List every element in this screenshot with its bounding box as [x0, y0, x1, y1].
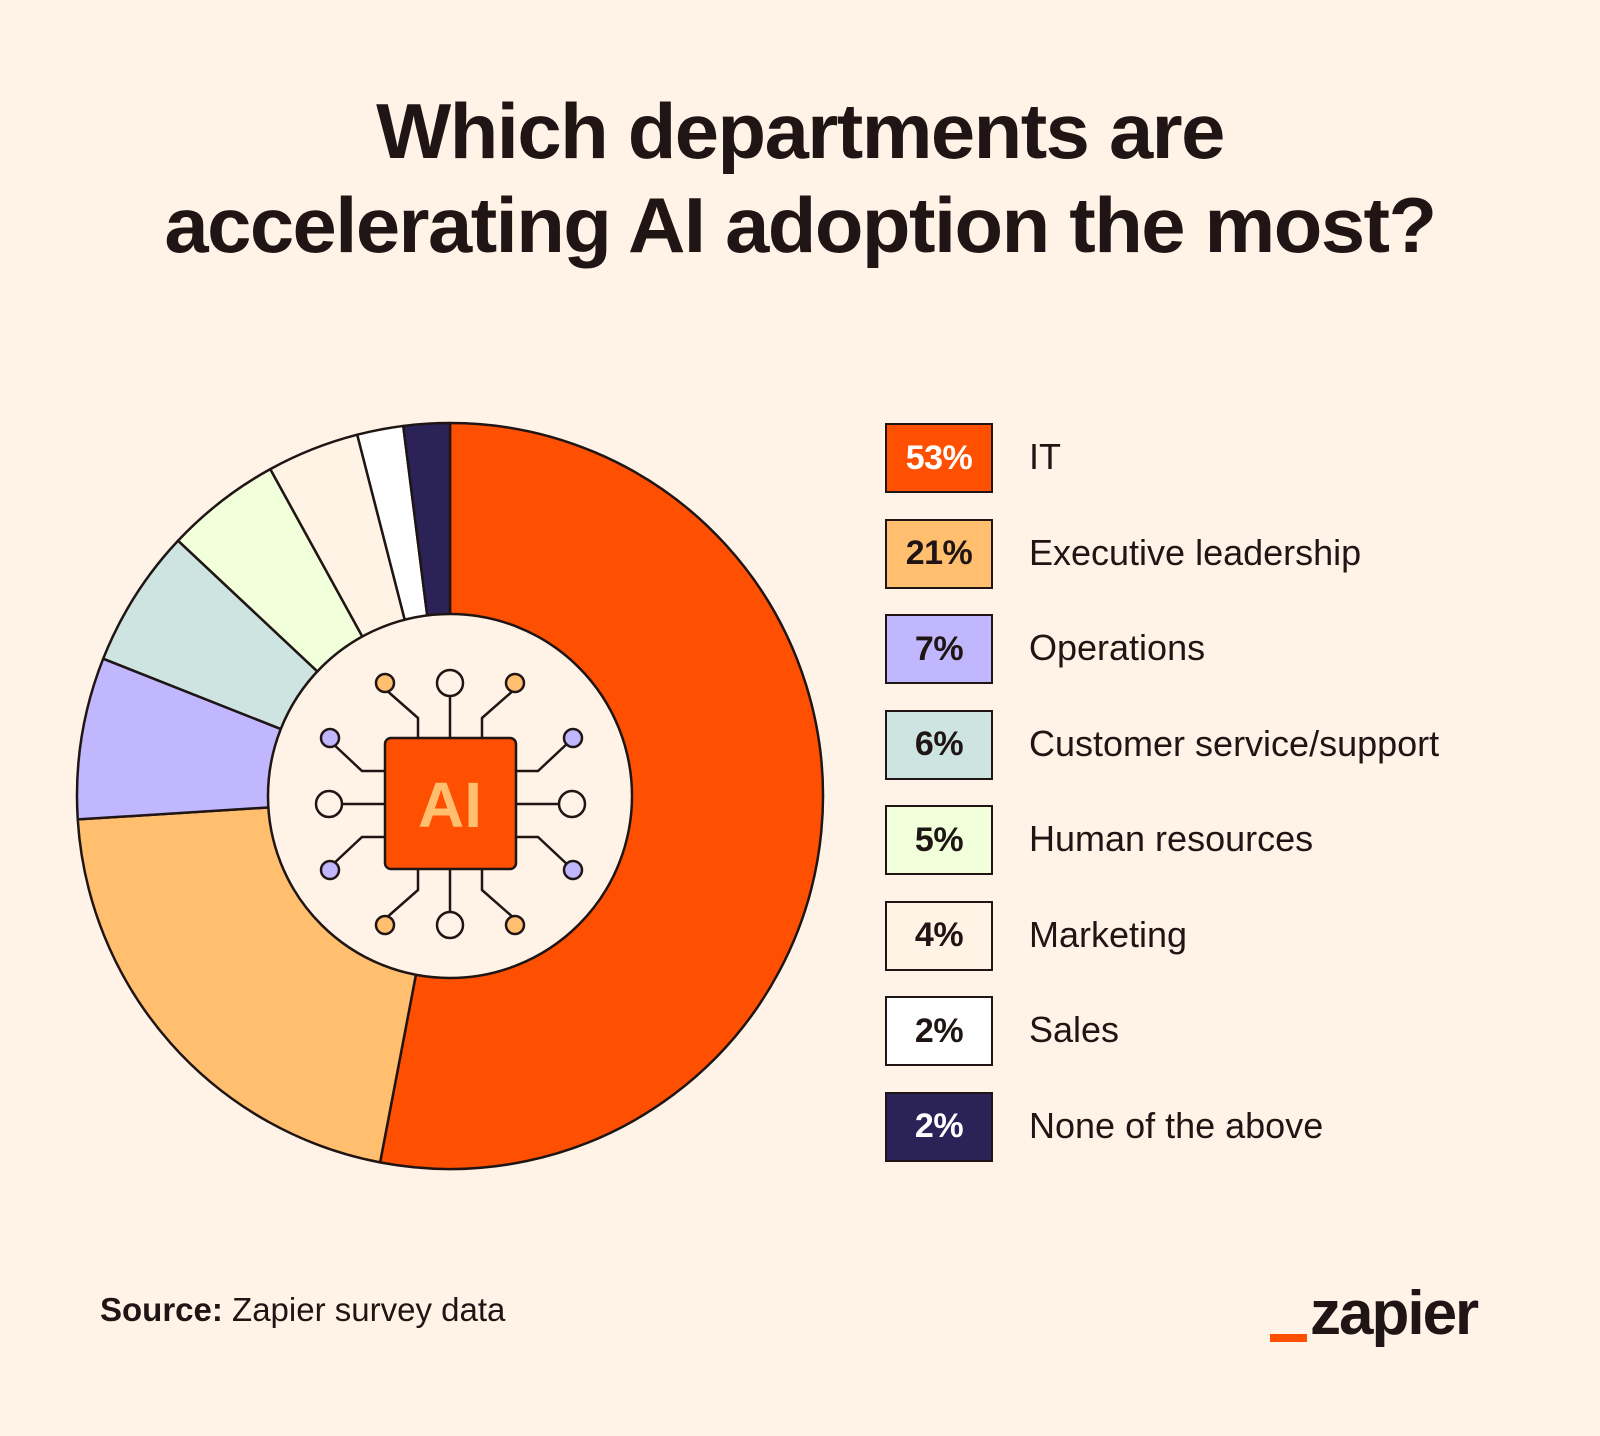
chip-trace — [329, 835, 384, 868]
legend-label: Human resources — [1029, 818, 1314, 859]
title-line-1: Which departments are — [376, 87, 1225, 175]
source-text: Zapier survey data — [222, 1291, 506, 1328]
legend-value-box: 7% — [885, 614, 993, 684]
legend-item: 5% Human resources — [885, 805, 1585, 879]
ai-chip-icon: AI — [314, 668, 587, 940]
chip-trace — [516, 835, 571, 868]
legend-label: None of the above — [1029, 1104, 1324, 1146]
legend-item: 53% IT — [885, 423, 1585, 497]
legend-label: Executive leadership — [1029, 531, 1362, 573]
chip-node — [435, 668, 465, 698]
chip-trace — [329, 740, 384, 773]
legend-label: IT — [1029, 436, 1061, 477]
source-label: Source: — [100, 1291, 223, 1328]
chip-node — [374, 672, 396, 694]
chip-trace — [384, 870, 420, 920]
chart-title: Which departments are accelerating AI ad… — [0, 84, 1600, 272]
legend-label: Customer service/support — [1029, 722, 1440, 764]
legend-value-box: 4% — [885, 900, 993, 971]
legend-item: 2% None of the above — [885, 1091, 1585, 1166]
legend-label: Sales — [1029, 1009, 1120, 1050]
legend-value-box: 6% — [885, 709, 993, 780]
legend-value-box: 53% — [885, 423, 993, 493]
chip-node — [319, 859, 341, 881]
chip-trace — [516, 740, 571, 773]
zapier-logo: zapier — [1270, 1283, 1510, 1353]
source-note: Source: Zapier survey data — [100, 1290, 505, 1330]
chip-node — [504, 914, 526, 936]
chip-trace — [480, 688, 516, 738]
legend-item: 4% Marketing — [885, 900, 1585, 975]
legend-item: 21% Executive leadership — [885, 518, 1585, 593]
chip-trace — [384, 688, 420, 738]
chip-body — [383, 736, 518, 871]
chip-node — [314, 789, 344, 819]
logo-underscore-icon — [1270, 1334, 1307, 1342]
legend-item: 6% Customer service/support — [885, 709, 1585, 784]
chip-trace — [480, 870, 516, 920]
chip-node — [504, 672, 526, 694]
legend-label: Operations — [1029, 627, 1206, 668]
legend-item: 2% Sales — [885, 996, 1585, 1070]
legend-label: Marketing — [1029, 913, 1188, 955]
chip-node — [562, 859, 584, 881]
legend-value-box: 21% — [885, 518, 993, 589]
title-line-2: accelerating AI adoption the most? — [164, 181, 1437, 269]
chip-node — [435, 910, 465, 940]
chip-label: AI — [418, 769, 482, 841]
logo-text: zapier — [1310, 1279, 1479, 1348]
legend-value-box: 2% — [885, 996, 993, 1066]
chip-node — [562, 727, 584, 749]
chip-node — [557, 789, 587, 819]
legend-value-box: 5% — [885, 805, 993, 875]
legend-value-box: 2% — [885, 1091, 993, 1162]
chip-node — [374, 914, 396, 936]
chip-node — [319, 727, 341, 749]
legend-item: 7% Operations — [885, 614, 1585, 688]
